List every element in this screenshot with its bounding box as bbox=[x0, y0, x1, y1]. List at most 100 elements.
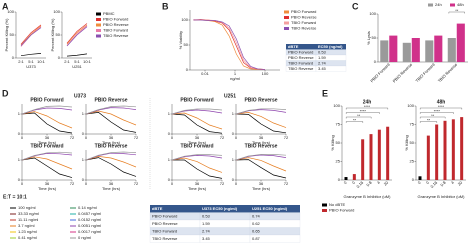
legend-label: PBIO Forward bbox=[103, 17, 128, 22]
line-series bbox=[66, 25, 88, 46]
significance-label: **** bbox=[360, 108, 367, 113]
significance-label: **** bbox=[364, 104, 371, 109]
line-series bbox=[85, 157, 137, 177]
x-axis-label: Time (hrs) bbox=[188, 186, 207, 191]
x-tick-label: 4 bbox=[450, 179, 456, 185]
legend-label: 0.14 ng/ml bbox=[78, 205, 97, 210]
legend-label: No dBTE bbox=[329, 202, 346, 207]
x-tick-label: 5:1 bbox=[74, 59, 80, 64]
line-series bbox=[193, 19, 266, 70]
x-axis-label: Granzyme B Inhibitor (uM) bbox=[418, 194, 466, 199]
chart-title: PBIO Forward bbox=[30, 97, 63, 103]
line-series bbox=[21, 112, 73, 134]
x-tick-label: 0 bbox=[21, 181, 24, 186]
legend-swatch bbox=[96, 18, 101, 21]
panel-label: A bbox=[2, 1, 9, 11]
y-tick-label: 1 bbox=[232, 157, 235, 162]
bar bbox=[389, 35, 398, 62]
table-header: dBTE bbox=[288, 44, 299, 49]
line-series bbox=[85, 110, 137, 126]
table-text: 3.45 bbox=[202, 236, 211, 241]
legend-label: 24h bbox=[435, 2, 442, 7]
line-series bbox=[85, 151, 137, 161]
table-text: 0.53 bbox=[202, 213, 211, 218]
table-text: 0.87 bbox=[252, 236, 261, 241]
bar bbox=[380, 40, 389, 62]
panel-label: B bbox=[162, 1, 169, 11]
x-tick-label: 72 bbox=[220, 135, 225, 140]
y-tick-label: 0 bbox=[58, 55, 61, 60]
legend-label: PBIO Reverse bbox=[103, 22, 129, 27]
bar bbox=[361, 139, 365, 180]
y-tick-label: 0 bbox=[338, 177, 341, 182]
y-axis-label: Percent Killing (%) bbox=[4, 18, 9, 52]
bar bbox=[426, 135, 430, 180]
table-text: TBIO Forward bbox=[152, 228, 177, 233]
y-tick-label: 0 bbox=[168, 177, 171, 182]
line-series bbox=[171, 113, 223, 134]
x-tick-label: 0 bbox=[85, 135, 88, 140]
y-axis-label: % Lysis bbox=[366, 31, 371, 45]
y-tick-label: 0 bbox=[412, 177, 415, 182]
line-series bbox=[66, 26, 88, 47]
y-tick-label: 0 bbox=[232, 131, 235, 136]
x-tick-label: 2:1 bbox=[64, 59, 70, 64]
bar bbox=[456, 23, 465, 63]
table-header-cell bbox=[150, 205, 200, 213]
table-header: dBTE bbox=[152, 206, 163, 211]
table-header-cell bbox=[200, 205, 250, 213]
y-tick-label: 75 bbox=[410, 122, 415, 127]
x-axis-label: U373 bbox=[26, 64, 36, 69]
legend-swatch bbox=[96, 12, 101, 16]
significance-label: ** bbox=[427, 117, 431, 122]
line-series bbox=[235, 159, 287, 179]
cell-line-title: U251 bbox=[224, 93, 236, 99]
x-tick-label: 0 bbox=[417, 179, 423, 185]
bar bbox=[447, 38, 456, 62]
chart-title: TBIO Forward bbox=[30, 143, 63, 149]
y-tick-label: 1 bbox=[82, 157, 85, 162]
bar bbox=[460, 117, 464, 180]
legend-swatch bbox=[96, 34, 101, 38]
chart-title: PBIO Reverse bbox=[94, 97, 127, 103]
legend-label: PBIO Reverse bbox=[291, 15, 317, 20]
x-tick-label: 2:1 bbox=[18, 59, 24, 64]
significance-bracket bbox=[420, 107, 462, 110]
line-series bbox=[20, 53, 42, 57]
chart-title: TBIO Reverse bbox=[95, 143, 128, 149]
y-tick-label: 0 bbox=[18, 177, 21, 182]
significance-label: ** bbox=[357, 113, 361, 118]
x-tick-label: 0 bbox=[171, 135, 174, 140]
x-tick-label: 72 bbox=[70, 135, 75, 140]
legend-label: 11.11 ng/ml bbox=[18, 217, 38, 222]
table-header-cell bbox=[250, 205, 300, 213]
x-axis-label: U251 bbox=[72, 64, 82, 69]
x-tick-label: TBIO Reverse bbox=[437, 61, 459, 83]
legend-swatch bbox=[96, 29, 101, 32]
x-axis-label: Time (hrs) bbox=[38, 186, 57, 191]
legend-label: TBIO Forward bbox=[103, 28, 128, 33]
y-tick-label: 100 bbox=[407, 103, 414, 108]
x-axis-label: Time (hrs) bbox=[102, 186, 121, 191]
legend-label: 0.0152 ng/ml bbox=[78, 217, 101, 222]
table-header: U373 EC50 (ng/ml) bbox=[202, 206, 238, 211]
table-text: PBIO Reverse bbox=[288, 55, 314, 60]
x-tick-label: 72 bbox=[134, 181, 139, 186]
y-tick-label: 1 bbox=[18, 157, 21, 162]
table-text: 0.62 bbox=[252, 221, 261, 226]
legend-label: 0.41 ng/ml bbox=[18, 235, 37, 240]
x-tick-label: 0 bbox=[21, 135, 24, 140]
bar bbox=[344, 177, 348, 180]
bar bbox=[352, 174, 356, 180]
line-series bbox=[20, 25, 42, 46]
cell-line-title: U373 bbox=[74, 93, 86, 99]
significance-bracket bbox=[346, 121, 363, 123]
x-tick-label: 72 bbox=[134, 135, 139, 140]
x-tick-label: 20 bbox=[383, 179, 390, 186]
significance-label: ** bbox=[431, 113, 435, 118]
legend-swatch bbox=[284, 21, 289, 25]
legend-swatch bbox=[284, 10, 289, 14]
y-tick-label: 0 bbox=[374, 59, 377, 64]
significance-bracket bbox=[420, 116, 446, 119]
significance-label: **** bbox=[438, 104, 445, 109]
